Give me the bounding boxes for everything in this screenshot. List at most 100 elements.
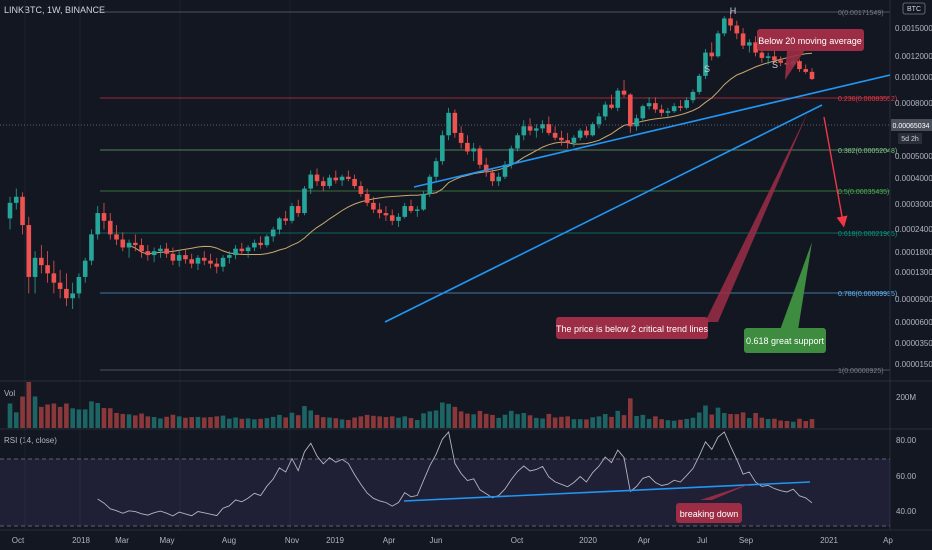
candle: [646, 97, 652, 110]
candle: [396, 213, 401, 227]
fib-level-4: 0.618(0.00021965): [100, 231, 897, 238]
candle: [521, 120, 527, 141]
lower-trendline[interactable]: [384, 104, 823, 323]
candle: [383, 206, 389, 221]
candle: [709, 42, 715, 61]
volume-bar: [483, 413, 489, 428]
candle: [778, 56, 783, 67]
trend-note-pointer: [705, 112, 808, 322]
volume-bar: [39, 406, 44, 428]
candle: [747, 39, 752, 53]
rsi-trendline[interactable]: [403, 481, 811, 502]
candle: [13, 188, 19, 210]
svg-text:0.00065034: 0.00065034: [893, 123, 930, 130]
candle: [414, 206, 420, 217]
volume-bar: [214, 416, 220, 428]
volume-bar: [728, 414, 733, 428]
trend-note-callout[interactable]: The price is below 2 critical trend line…: [556, 317, 709, 339]
rsi-note-callout[interactable]: breaking down: [676, 503, 742, 523]
candle: [158, 245, 163, 258]
volume-bar: [95, 403, 101, 428]
volume-bar: [170, 414, 176, 428]
fib-level-label: 0(0.00171549): [838, 10, 884, 17]
ma-note-callout[interactable]: Below 20 moving average: [757, 29, 864, 51]
head-label: H: [730, 6, 737, 16]
fib-level-label: 0.5(0.00035435): [838, 189, 889, 196]
time-tick: Oct: [12, 536, 25, 545]
candle: [176, 251, 182, 267]
left-shoulder-label: S: [704, 64, 710, 74]
fibonacci-levels: 0(0.00171549) 0.236(0.00083552) 0.382(0.00…: [100, 10, 897, 375]
candle: [114, 225, 119, 246]
volume-bar: [239, 418, 245, 428]
support-note-callout[interactable]: 0.618 great support: [744, 328, 826, 353]
candle: [139, 238, 144, 258]
volume-bar: [609, 416, 614, 428]
volume-bar: [302, 406, 307, 428]
volume-bar: [7, 403, 13, 428]
candle: [634, 114, 639, 131]
candle: [803, 64, 809, 74]
volume-bar: [245, 418, 251, 428]
volume-bar: [158, 418, 163, 428]
candle: [82, 257, 88, 283]
volume-bar: [634, 416, 639, 428]
candle: [715, 30, 721, 58]
candle: [577, 128, 583, 141]
volume-bar: [408, 418, 414, 428]
candle: [602, 101, 608, 121]
candle: [452, 109, 458, 138]
volume-bar: [546, 413, 552, 428]
upper-trendline[interactable]: [413, 74, 891, 188]
volume-bar: [151, 417, 157, 428]
volume-bar: [765, 419, 771, 428]
volume-bar: [734, 414, 740, 428]
volume-bar: [803, 421, 809, 428]
fib-level-label: 0.618(0.00021965): [838, 231, 897, 238]
time-tick: Jul: [697, 536, 707, 545]
candle: [440, 130, 445, 165]
volume-bar: [615, 410, 621, 428]
volume-bar: [740, 412, 746, 428]
volume-bar: [208, 417, 213, 428]
fib-level-3: 0.5(0.00035435): [100, 189, 890, 196]
volume-bar: [665, 420, 671, 428]
candle: [490, 168, 495, 187]
volume-bar: [126, 414, 132, 428]
volume-bar: [308, 410, 314, 428]
time-tick: Aug: [222, 536, 236, 545]
volume-bar: [715, 407, 721, 428]
candle: [183, 249, 188, 264]
candle: [465, 135, 470, 155]
candle: [772, 50, 777, 63]
candle: [164, 242, 169, 258]
candle: [703, 48, 708, 80]
volume-bar: [176, 416, 182, 428]
candle: [615, 88, 621, 112]
volume-bar: [640, 414, 646, 428]
volume-bar: [13, 412, 19, 428]
time-tick: 2019: [326, 536, 344, 545]
candle: [809, 68, 815, 81]
candle: [214, 257, 220, 274]
candle: [659, 104, 664, 117]
candle: [433, 157, 439, 182]
volume-bar: [790, 421, 796, 428]
time-axis[interactable]: Oct 2018 Mar May Aug Nov 2019 Apr Jun Oct 2020 Apr J…: [12, 536, 894, 545]
volume-bar: [120, 413, 126, 428]
candle: [208, 253, 213, 269]
candle: [64, 273, 69, 307]
volume-bar: [653, 416, 658, 428]
candle: [302, 186, 307, 216]
volume-bar: [465, 413, 470, 428]
volume-bar: [76, 409, 82, 428]
volume-bar: [327, 417, 332, 428]
candle: [590, 122, 596, 137]
